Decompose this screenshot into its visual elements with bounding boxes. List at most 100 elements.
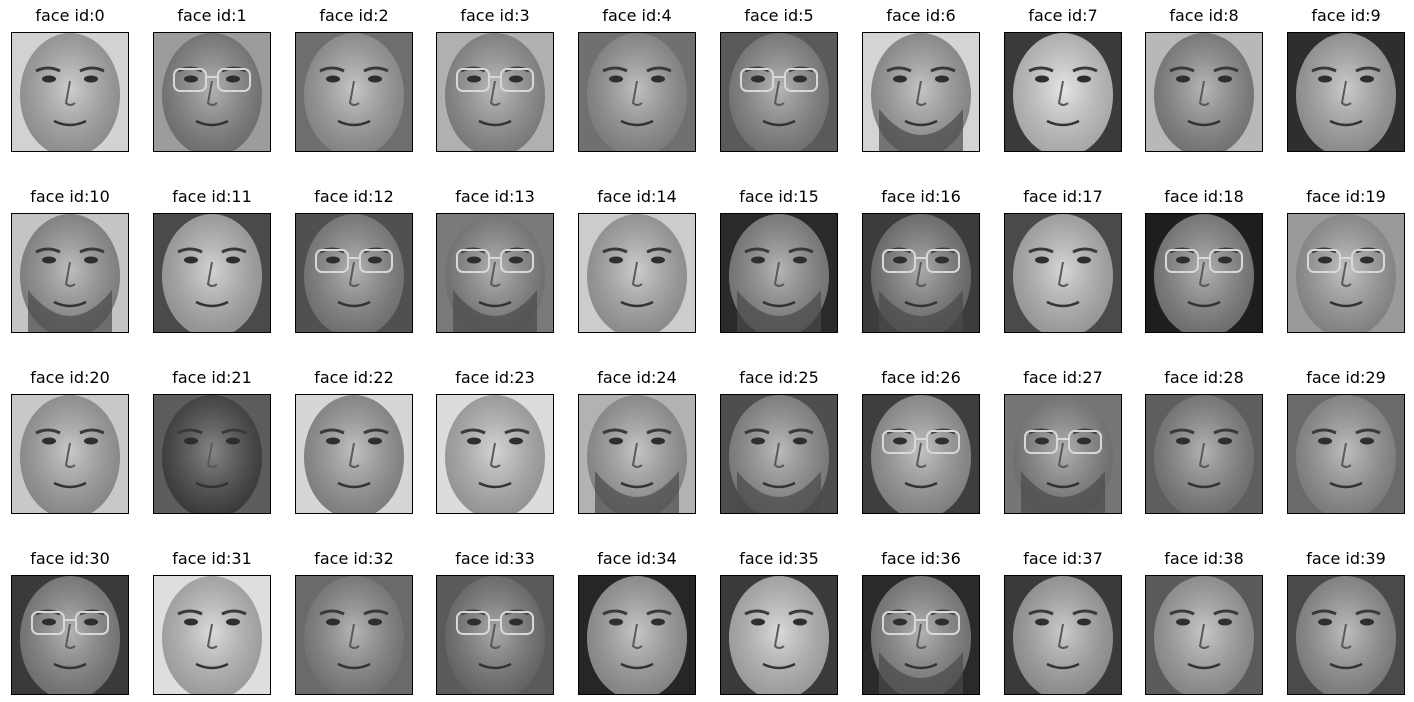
right-eyebrow — [79, 66, 105, 73]
left-eye — [326, 437, 340, 445]
left-eye — [326, 256, 340, 264]
face-title: face id:21 — [172, 368, 252, 387]
mouth — [1329, 300, 1363, 308]
left-eye — [751, 437, 765, 445]
face-title: face id:36 — [881, 549, 961, 568]
left-eye — [326, 618, 340, 626]
glasses-right-lens — [75, 611, 109, 635]
glasses-left-lens — [1307, 249, 1341, 273]
right-eye — [1218, 618, 1232, 626]
mouth — [53, 662, 87, 670]
face-portrait — [1005, 33, 1121, 151]
left-eyebrow — [602, 247, 628, 254]
face-image — [11, 394, 129, 514]
face-image — [436, 394, 554, 514]
right-eye — [651, 437, 665, 445]
nose — [348, 261, 360, 287]
right-eye — [226, 75, 240, 83]
face-title: face id:3 — [460, 6, 530, 25]
beard — [1021, 471, 1105, 513]
face-shading — [1296, 214, 1396, 332]
face-portrait — [296, 576, 412, 694]
face-shading — [20, 395, 120, 513]
glasses-right-lens — [784, 68, 818, 92]
beard — [879, 652, 963, 694]
face-image — [11, 32, 129, 152]
glasses-left-lens — [31, 611, 65, 635]
nose — [915, 442, 927, 468]
glasses-right-lens — [500, 249, 534, 273]
face-image — [578, 32, 696, 152]
face-shading — [587, 576, 687, 694]
face-shading — [304, 576, 404, 694]
right-eye — [84, 256, 98, 264]
nose — [64, 623, 76, 649]
face-portrait — [437, 214, 553, 332]
right-eye — [509, 618, 523, 626]
left-eye — [184, 75, 198, 83]
face-image — [1004, 213, 1122, 333]
right-eye — [509, 75, 523, 83]
face-shading — [1154, 576, 1254, 694]
right-eye — [651, 618, 665, 626]
right-eye — [1360, 437, 1374, 445]
nose — [631, 623, 643, 649]
mouth — [1046, 662, 1080, 670]
left-eye — [893, 256, 907, 264]
nose — [489, 80, 501, 106]
beard — [879, 290, 963, 332]
face-image — [153, 394, 271, 514]
face-shading — [587, 395, 687, 513]
face-title: face id:23 — [455, 368, 535, 387]
right-eye — [1218, 75, 1232, 83]
nose — [631, 442, 643, 468]
right-eye — [1077, 256, 1091, 264]
face-title: face id:1 — [177, 6, 247, 25]
right-eye — [935, 75, 949, 83]
face-portrait — [12, 214, 128, 332]
right-eyebrow — [646, 428, 672, 435]
left-eye — [184, 256, 198, 264]
face-portrait — [12, 395, 128, 513]
left-eye — [893, 75, 907, 83]
face-shading — [871, 33, 971, 151]
face-title: face id:34 — [597, 549, 677, 568]
glasses-right-lens — [1351, 249, 1385, 273]
left-eyebrow — [1028, 247, 1054, 254]
face-portrait — [296, 395, 412, 513]
left-eyebrow — [177, 428, 203, 435]
right-eye — [84, 75, 98, 83]
face-title: face id:0 — [35, 6, 105, 25]
face-image — [153, 575, 271, 695]
face-image — [1287, 32, 1405, 152]
mouth — [904, 662, 938, 670]
left-eye — [751, 75, 765, 83]
nose — [1057, 623, 1069, 649]
right-eye — [651, 256, 665, 264]
mouth — [478, 481, 512, 489]
mouth — [1187, 119, 1221, 127]
face-title: face id:28 — [1164, 368, 1244, 387]
nose — [206, 442, 218, 468]
nose — [773, 80, 785, 106]
face-image — [1287, 213, 1405, 333]
right-eyebrow — [221, 609, 247, 616]
right-eye — [226, 437, 240, 445]
left-eye — [609, 437, 623, 445]
mouth — [195, 662, 229, 670]
left-eyebrow — [35, 428, 61, 435]
glasses-right-lens — [926, 249, 960, 273]
left-eye — [1176, 256, 1190, 264]
glasses-right-lens — [500, 611, 534, 635]
face-portrait — [721, 395, 837, 513]
right-eye — [935, 618, 949, 626]
left-eye — [893, 437, 907, 445]
face-shading — [1154, 33, 1254, 151]
left-eyebrow — [602, 66, 628, 73]
face-image — [720, 394, 838, 514]
left-eyebrow — [35, 66, 61, 73]
nose — [1198, 442, 1210, 468]
mouth — [478, 119, 512, 127]
mouth — [53, 119, 87, 127]
right-eye — [509, 256, 523, 264]
